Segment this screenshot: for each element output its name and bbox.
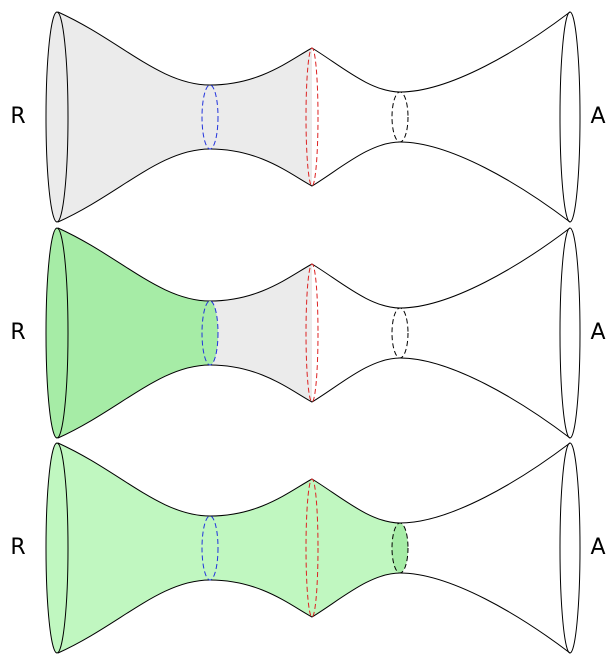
left-label: R [10,320,25,345]
right-end [559,442,581,654]
right-end [559,11,581,223]
lower-edge [57,357,571,439]
lower-edge [57,572,571,654]
right-end [559,227,581,439]
right-label: A [590,535,605,560]
right-label: A [590,320,605,345]
black-cut [391,91,409,143]
red-cut [305,478,319,618]
left-end [45,11,69,223]
left-end [45,442,69,654]
left-label: R [10,104,25,129]
black-cut [391,307,409,359]
left-end [45,227,69,439]
red-cut [305,47,319,187]
shaded-region [58,228,210,438]
shaded-region [58,12,312,222]
red-cut [305,263,319,403]
blue-cut [201,515,219,581]
black-cut [391,522,409,574]
blue-cut [201,84,219,150]
shaded-region [210,264,312,402]
left-label: R [10,535,25,560]
right-label: A [590,104,605,129]
lower-edge [57,141,571,223]
blue-cut [201,300,219,366]
shaded-region [58,443,400,653]
